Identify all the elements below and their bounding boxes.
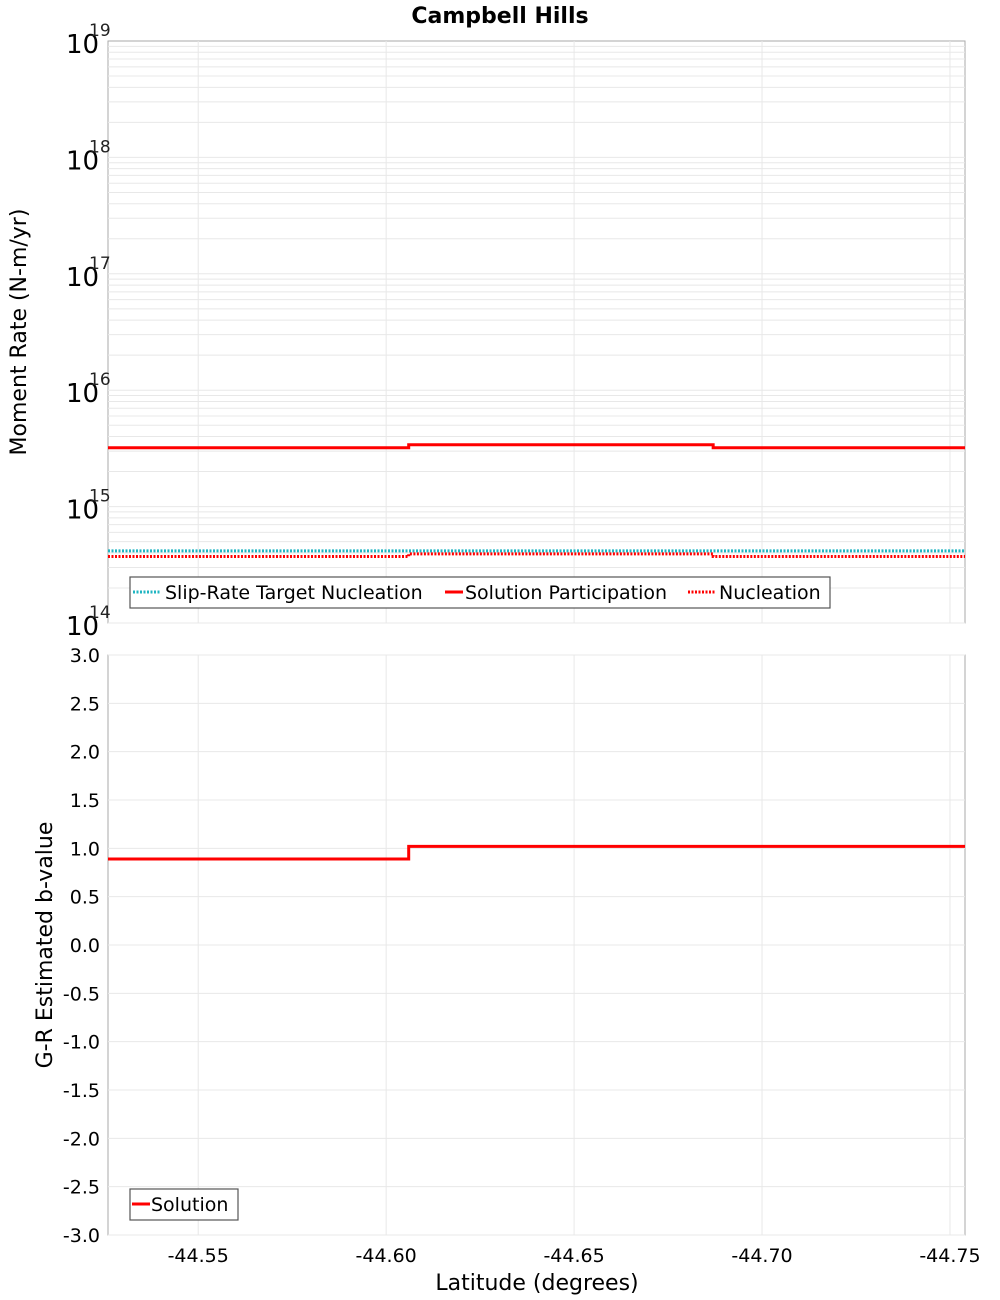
y-tick-label: 2.5 (70, 693, 100, 715)
series-line (108, 443, 965, 450)
bottom-plot: 3.0 2.5 2.0 1.5 1.0 0.5 0.0 -0.5 -1.0 -1.5 -2.0 -2.… (33, 645, 981, 1296)
x-axis-label: Latitude (degrees) (435, 1271, 638, 1296)
top-series (108, 443, 965, 559)
y-tick-label: 10 (66, 612, 99, 642)
y-tick-label: -2.5 (63, 1177, 100, 1199)
y-tick-exponent: 18 (89, 137, 111, 157)
y-tick-label: -2.0 (63, 1128, 100, 1150)
y-tick-label: 10 (66, 146, 99, 176)
x-ticks: -44.55 -44.60 -44.65 -44.70 -44.75 (168, 1245, 981, 1267)
top-plot-area (107, 40, 966, 624)
y-tick-label: 10 (66, 30, 99, 60)
y-tick-label: 10 (66, 263, 99, 293)
y-tick-exponent: 15 (89, 487, 111, 507)
y-tick-label: -3.0 (63, 1225, 100, 1247)
bottom-legend: Solution (129, 1188, 239, 1221)
series-line (108, 552, 965, 559)
x-tick-label: -44.55 (168, 1245, 229, 1267)
bottom-grid (108, 654, 965, 1236)
legend-participation-label: Solution Participation (465, 582, 667, 604)
y-tick-label: -1.0 (63, 1032, 100, 1054)
top-grid (108, 41, 965, 624)
series-line (108, 844, 965, 861)
y-tick-label: 1.0 (70, 838, 100, 860)
legend-target-nucleation-label: Slip-Rate Target Nucleation (165, 582, 423, 604)
y-tick-label: -1.5 (63, 1080, 100, 1102)
legend-solution-label: Solution (151, 1194, 228, 1216)
x-tick-label: -44.70 (731, 1245, 792, 1267)
top-y-axis-label: Moment Rate (N-m/yr) (7, 209, 32, 456)
y-tick-label: 1.5 (70, 790, 100, 812)
y-tick-label: 0.0 (70, 935, 100, 957)
x-tick-label: -44.75 (919, 1245, 980, 1267)
y-tick-exponent: 14 (89, 603, 111, 623)
y-tick-exponent: 16 (89, 370, 111, 390)
legend-nucleation-label: Nucleation (719, 582, 821, 604)
bottom-y-axis-label: G-R Estimated b-value (33, 822, 58, 1069)
bottom-series (108, 844, 965, 861)
y-tick-label: 10 (66, 496, 99, 526)
top-legend: Slip-Rate Target Nucleation Solution Par… (129, 576, 831, 609)
y-tick-label: 2.0 (70, 742, 100, 764)
x-tick-label: -44.60 (356, 1245, 417, 1267)
y-tick-exponent: 17 (89, 254, 111, 274)
x-tick-label: -44.65 (543, 1245, 604, 1267)
chart-title: Campbell Hills (411, 4, 588, 29)
y-tick-label: 10 (66, 379, 99, 409)
y-tick-label: -0.5 (63, 983, 100, 1005)
y-tick-label: 3.0 (70, 645, 100, 667)
y-tick-label: 0.5 (70, 887, 100, 909)
y-tick-exponent: 19 (89, 21, 111, 41)
bottom-y-ticks: 3.0 2.5 2.0 1.5 1.0 0.5 0.0 -0.5 -1.0 -1.5 -2.0 -2.… (63, 645, 100, 1247)
